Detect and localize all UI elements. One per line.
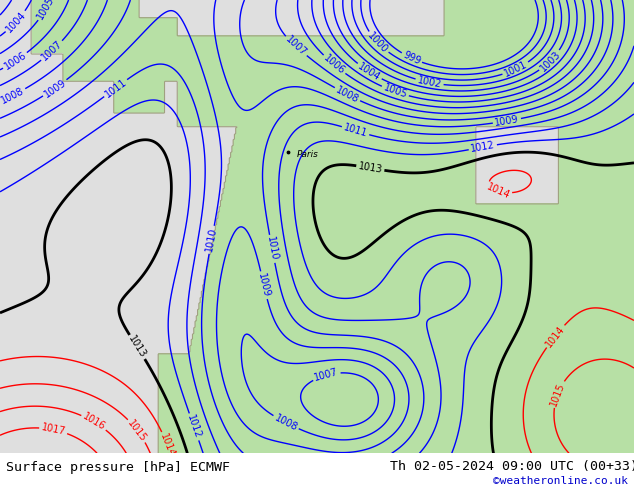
Text: 1000: 1000 <box>366 30 390 55</box>
Text: Paris: Paris <box>297 149 319 159</box>
Text: 1016: 1016 <box>81 412 107 433</box>
Text: 1004: 1004 <box>356 61 382 83</box>
Text: 1005: 1005 <box>382 83 408 100</box>
Text: 999: 999 <box>401 49 422 67</box>
Text: 1014: 1014 <box>158 432 176 458</box>
Text: 1008: 1008 <box>0 85 26 105</box>
Text: 1014: 1014 <box>485 181 511 200</box>
Text: 1012: 1012 <box>185 414 203 440</box>
Text: 1008: 1008 <box>334 84 361 104</box>
Text: 1007: 1007 <box>283 34 308 58</box>
Text: 1013: 1013 <box>358 161 383 175</box>
Text: 1001: 1001 <box>503 59 529 79</box>
Text: ©weatheronline.co.uk: ©weatheronline.co.uk <box>493 476 628 486</box>
Text: 1017: 1017 <box>41 422 67 437</box>
Text: 1012: 1012 <box>470 140 496 154</box>
Text: 1009: 1009 <box>256 272 271 298</box>
Text: 1002: 1002 <box>417 75 443 90</box>
Text: 1003: 1003 <box>538 49 562 73</box>
Text: 1014: 1014 <box>544 323 567 349</box>
Text: 1009: 1009 <box>42 77 68 99</box>
Text: Th 02-05-2024 09:00 UTC (00+33): Th 02-05-2024 09:00 UTC (00+33) <box>390 460 634 473</box>
Text: 1015: 1015 <box>549 381 567 407</box>
Text: 1015: 1015 <box>126 417 148 443</box>
Text: 1004: 1004 <box>4 9 28 34</box>
Text: Surface pressure [hPa] ECMWF: Surface pressure [hPa] ECMWF <box>6 462 230 474</box>
Text: 1005: 1005 <box>36 0 56 22</box>
Text: 1009: 1009 <box>494 114 520 128</box>
Text: 1006: 1006 <box>321 53 347 76</box>
Text: 1013: 1013 <box>126 334 148 360</box>
Text: 1007: 1007 <box>313 367 340 383</box>
Text: 1011: 1011 <box>103 77 129 99</box>
Text: 1011: 1011 <box>342 122 369 139</box>
Text: 1008: 1008 <box>273 413 299 433</box>
Text: 1010: 1010 <box>265 236 280 262</box>
Text: 1010: 1010 <box>205 227 219 253</box>
Text: 1006: 1006 <box>3 50 29 72</box>
Text: 1007: 1007 <box>39 39 65 63</box>
